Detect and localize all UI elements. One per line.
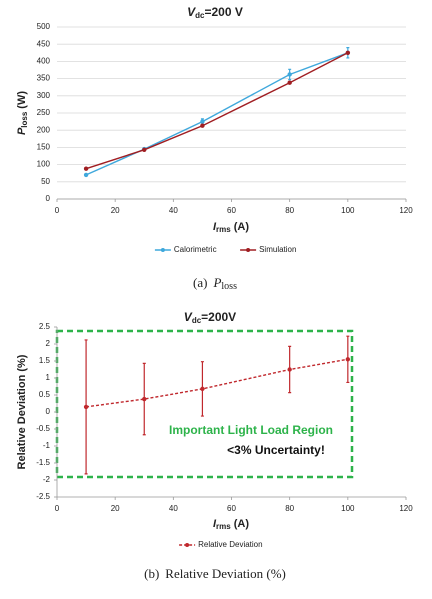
data-point — [345, 357, 351, 362]
data-point — [142, 147, 147, 153]
x-tick-label: 80 — [285, 504, 294, 513]
y-tick-label: 350 — [37, 74, 51, 83]
chart-title: Vdc=200 V — [187, 5, 243, 20]
data-point — [287, 80, 292, 85]
title-rest: =200V — [201, 310, 236, 324]
annotation: <3% Uncertainty! — [227, 443, 325, 457]
y-tick-label: 0 — [46, 194, 51, 203]
annotation: Important Light Load Region — [169, 423, 333, 437]
x-tick-label: 120 — [399, 504, 413, 513]
ylabel-unit: (W) — [16, 91, 28, 109]
caption-prefix: (b) — [144, 566, 159, 581]
legend-marker — [246, 248, 251, 252]
title-sub: dc — [195, 11, 205, 20]
y-tick-label: -0.5 — [36, 424, 50, 433]
x-tick-label: 0 — [55, 504, 60, 513]
x-axis-label: Irms (A) — [213, 518, 249, 531]
x-tick-label: 0 — [55, 206, 60, 215]
ylabel-sub: loss — [20, 111, 29, 128]
xlabel-unit: (A) — [234, 518, 250, 530]
y-tick-label: -2 — [43, 475, 51, 484]
data-point — [200, 386, 205, 392]
title-rest: =200 V — [204, 5, 242, 19]
y-tick-label: 100 — [37, 160, 51, 169]
x-tick-label: 100 — [341, 504, 355, 513]
caption-sub: loss — [221, 281, 237, 292]
xlabel-main: I — [213, 518, 217, 530]
y-tick-label: 0 — [46, 407, 51, 416]
xlabel-sub: rms — [216, 522, 231, 531]
legend-marker — [185, 543, 190, 547]
y-tick-label: -1 — [43, 441, 51, 450]
caption: (a) Ploss — [193, 275, 237, 292]
data-point — [200, 123, 205, 128]
x-tick-label: 20 — [111, 504, 120, 513]
x-axis-label: Irms (A) — [213, 221, 249, 234]
xlabel-sub: rms — [216, 225, 231, 234]
y-tick-label: 250 — [37, 108, 51, 117]
x-tick-label: 40 — [169, 504, 178, 513]
caption: (b) Relative Deviation (%) — [144, 566, 286, 581]
y-tick-label: 0.5 — [39, 390, 51, 399]
y-tick-label: 2 — [46, 339, 51, 348]
y-tick-label: 2.5 — [39, 322, 51, 331]
y-tick-label: -1.5 — [36, 458, 50, 467]
y-tick-label: 300 — [37, 91, 51, 100]
y-tick-label: 1 — [46, 373, 51, 382]
y-tick-label: -2.5 — [36, 492, 50, 501]
x-tick-label: 20 — [111, 206, 120, 215]
legend-label: Simulation — [259, 245, 296, 254]
legend-marker — [160, 248, 165, 252]
data-point — [142, 396, 147, 402]
data-point — [345, 50, 351, 55]
x-tick-label: 100 — [341, 206, 355, 215]
x-tick-label: 120 — [399, 206, 413, 215]
y-tick-label: 200 — [37, 125, 51, 134]
ylabel-main: P — [16, 127, 28, 135]
xlabel-main: I — [213, 221, 217, 233]
x-tick-label: 40 — [169, 206, 178, 215]
y-tick-label: 1.5 — [39, 356, 51, 365]
xlabel-unit: (A) — [234, 221, 250, 233]
y-tick-label: 150 — [37, 143, 51, 152]
data-point — [83, 166, 89, 171]
legend-label: Relative Deviation — [198, 540, 262, 549]
title-main: V — [187, 5, 196, 19]
data-point — [287, 367, 292, 372]
data-point — [287, 72, 292, 77]
title-main: V — [184, 310, 193, 324]
data-point — [83, 404, 89, 410]
legend-label: Calorimetric — [174, 245, 217, 254]
caption-text: Relative Deviation (%) — [165, 566, 286, 581]
caption-prefix: (a) — [193, 275, 207, 290]
x-tick-label: 80 — [285, 206, 294, 215]
data-point — [83, 172, 89, 178]
y-tick-label: 500 — [37, 22, 51, 31]
x-tick-label: 60 — [227, 206, 236, 215]
data-point — [200, 119, 205, 124]
chart-title: Vdc=200V — [184, 310, 236, 325]
y-tick-label: 50 — [41, 177, 50, 186]
y-axis-label: Relative Deviation (%) — [16, 354, 28, 469]
y-tick-label: 400 — [37, 57, 51, 66]
y-axis-label: Ploss (W) — [16, 91, 29, 135]
title-sub: dc — [192, 316, 202, 325]
y-tick-label: 450 — [37, 39, 51, 48]
x-tick-label: 60 — [227, 504, 236, 513]
caption-main: P — [212, 275, 221, 290]
